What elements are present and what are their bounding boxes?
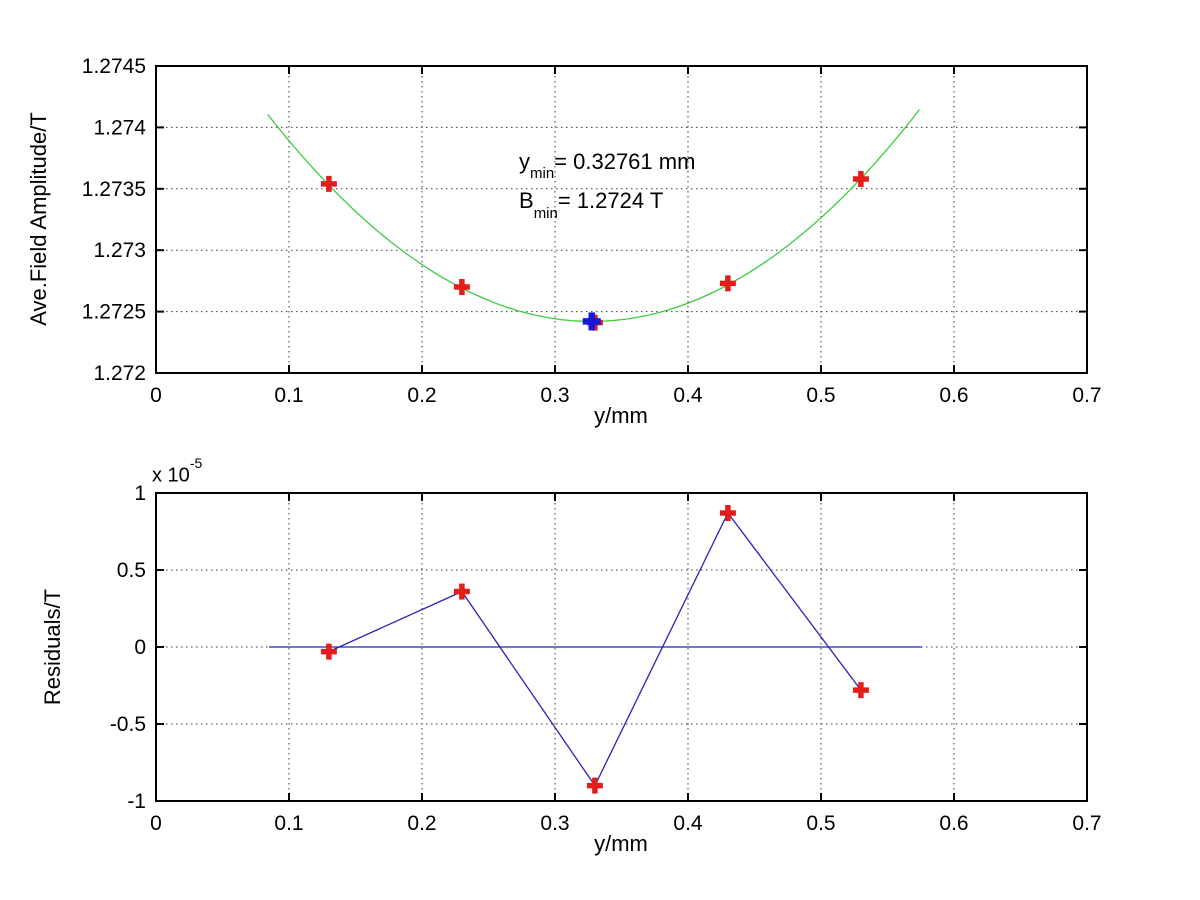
axes-frame bbox=[155, 65, 1088, 374]
multiplier-exponent: -5 bbox=[189, 455, 203, 471]
fit-result-annotation: ymin= 0.32761 mm Bmin= 1.2724 T bbox=[519, 146, 695, 225]
bottom-y-axis-label: Residuals/T bbox=[40, 588, 65, 706]
bottom-x-axis-label: y/mm bbox=[594, 831, 648, 856]
x-tick-label: 0.7 bbox=[1072, 812, 1101, 835]
x-tick-label: 0.4 bbox=[673, 384, 703, 407]
y-tick-label: 1 bbox=[134, 482, 146, 505]
y-tick-label: 1.274 bbox=[93, 116, 146, 139]
y-tick-label: 0 bbox=[134, 636, 146, 659]
y-tick-label: 1.272 bbox=[93, 362, 146, 385]
x-tick-label: 0.4 bbox=[673, 812, 703, 835]
annotation-line-ymin: ymin= 0.32761 mm bbox=[519, 146, 695, 185]
y-tick-label: -0.5 bbox=[110, 713, 146, 736]
x-tick-label: 0 bbox=[150, 812, 162, 835]
y-tick-label: -1 bbox=[127, 790, 146, 813]
x-tick-label: 0.1 bbox=[274, 384, 303, 407]
residual-line bbox=[328, 511, 862, 787]
annotation-line-bmin: Bmin= 1.2724 T bbox=[519, 185, 695, 224]
x-tick-label: 0.5 bbox=[806, 812, 835, 835]
y-tick-label: 1.2725 bbox=[82, 301, 146, 324]
y-axis-exponent-multiplier: x 10-5 bbox=[152, 455, 202, 488]
annotation-ymin-value: = 0.32761 mm bbox=[554, 149, 696, 174]
top-y-axis-label: Ave.Field Amplitude/T bbox=[26, 112, 51, 326]
x-tick-label: 0.2 bbox=[407, 812, 436, 835]
annotation-bmin-symbol: B bbox=[519, 188, 534, 214]
annotation-bmin-value: = 1.2724 T bbox=[557, 188, 664, 214]
x-tick-label: 0.3 bbox=[540, 812, 569, 835]
x-tick-label: 0.6 bbox=[939, 384, 968, 407]
y-tick-label: 1.2735 bbox=[82, 178, 146, 201]
x-tick-label: 0.6 bbox=[939, 812, 968, 835]
y-tick-label: 0.5 bbox=[117, 559, 146, 582]
annotation-ymin-subscript: min bbox=[530, 165, 555, 183]
y-tick-label: 1.273 bbox=[93, 239, 146, 262]
x-tick-label: 0.3 bbox=[540, 384, 569, 407]
axes-frame bbox=[155, 492, 1088, 802]
top-x-axis-label: y/mm bbox=[594, 403, 648, 428]
multiplier-base: x 10 bbox=[152, 464, 190, 487]
annotation-bmin-subscript: min bbox=[533, 204, 558, 222]
x-tick-label: 0.5 bbox=[806, 384, 835, 407]
y-tick-label: 1.2745 bbox=[82, 55, 146, 78]
x-tick-label: 0.1 bbox=[274, 812, 303, 835]
x-tick-label: 0.2 bbox=[407, 384, 436, 407]
annotation-ymin-symbol: y bbox=[519, 149, 530, 174]
x-tick-label: 0 bbox=[150, 384, 162, 407]
x-tick-label: 0.7 bbox=[1072, 384, 1101, 407]
